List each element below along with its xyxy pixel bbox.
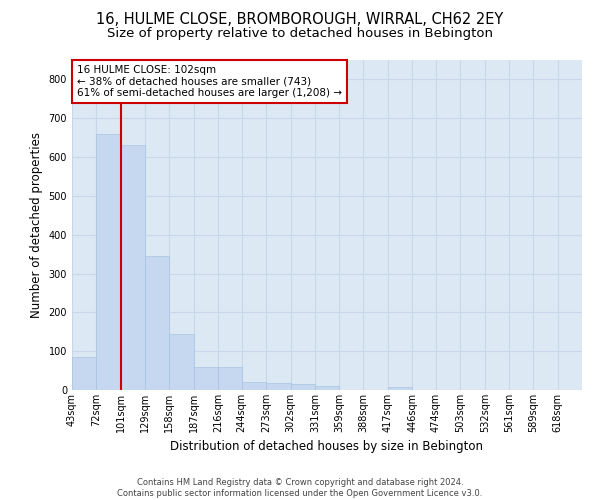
Bar (242, 382, 266, 390)
Bar (194, 366, 218, 390)
Text: 16 HULME CLOSE: 102sqm
← 38% of detached houses are smaller (743)
61% of semi-de: 16 HULME CLOSE: 102sqm ← 38% of detached… (77, 65, 342, 98)
X-axis label: Distribution of detached houses by size in Bebington: Distribution of detached houses by size … (170, 440, 484, 454)
Text: 16, HULME CLOSE, BROMBOROUGH, WIRRAL, CH62 2EY: 16, HULME CLOSE, BROMBOROUGH, WIRRAL, CH… (97, 12, 503, 28)
Bar (145, 256, 169, 390)
Bar (121, 146, 145, 390)
Text: Contains HM Land Registry data © Crown copyright and database right 2024.
Contai: Contains HM Land Registry data © Crown c… (118, 478, 482, 498)
Bar (169, 334, 194, 390)
Bar (388, 387, 412, 390)
Text: Size of property relative to detached houses in Bebington: Size of property relative to detached ho… (107, 28, 493, 40)
Y-axis label: Number of detached properties: Number of detached properties (30, 132, 43, 318)
Bar (97, 134, 121, 390)
Bar (218, 366, 242, 390)
Bar (72, 357, 97, 390)
Bar (315, 386, 339, 390)
Bar (290, 384, 315, 390)
Bar (266, 383, 290, 390)
